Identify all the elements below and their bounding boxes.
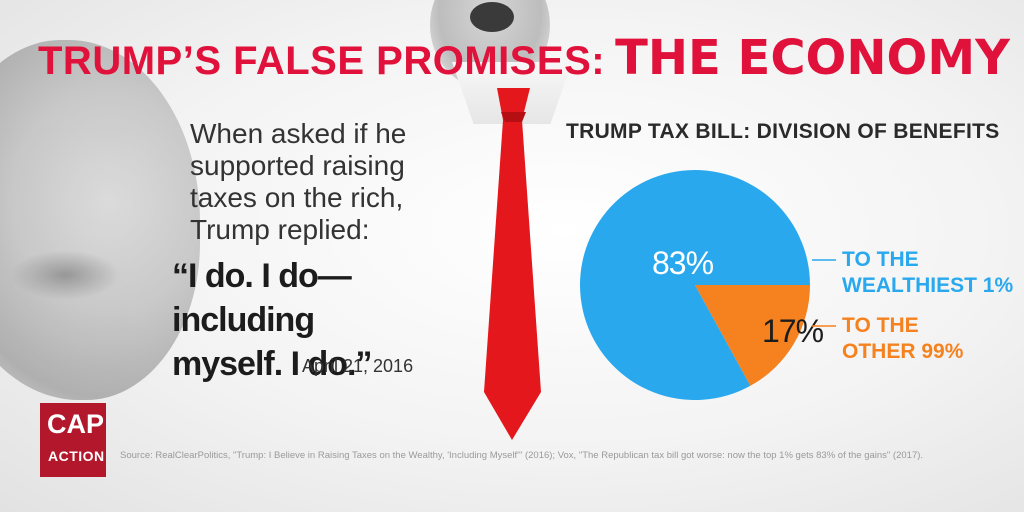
source-note: Source: RealClearPolitics, "Trump: I Bel… [120, 450, 924, 461]
quote-date: April 21, 2016 [302, 356, 414, 376]
question-text: When asked if he supported raising taxes… [190, 118, 407, 245]
cap-action-logo: CAP ACTION [40, 403, 106, 477]
legend-label: TO THE OTHER 99% [842, 314, 964, 363]
quote-text: “I do. I do—including myself. I do.” [172, 257, 373, 383]
legend-label: TO THE WEALTHIEST 1% [842, 248, 1013, 297]
pie-slice-other [695, 285, 810, 386]
pie-percent-label: 83% [652, 245, 714, 281]
pie-chart: 83% 17% [580, 169, 825, 400]
tie-knot-shadow [501, 112, 526, 122]
pie-leader-lines: TO THE WEALTHIEST 1% TO THE OTHER 99% [812, 248, 1013, 363]
headline-part2: THE ECONOMY [615, 30, 1010, 86]
red-tie-icon [484, 88, 541, 440]
headline-part1: TRUMP’S FALSE PROMISES: [38, 39, 606, 83]
logo-line2: ACTION [48, 448, 105, 464]
open-mouth-image [470, 2, 514, 32]
logo-line1: CAP [47, 409, 105, 439]
pie-percent-label: 17% [762, 313, 824, 349]
chart-title: TRUMP TAX BILL: DIVISION OF BENEFITS [566, 120, 1000, 143]
portrait-face-image [0, 40, 200, 400]
headline: TRUMP’S FALSE PROMISES: THE ECONOMY [38, 30, 1010, 86]
